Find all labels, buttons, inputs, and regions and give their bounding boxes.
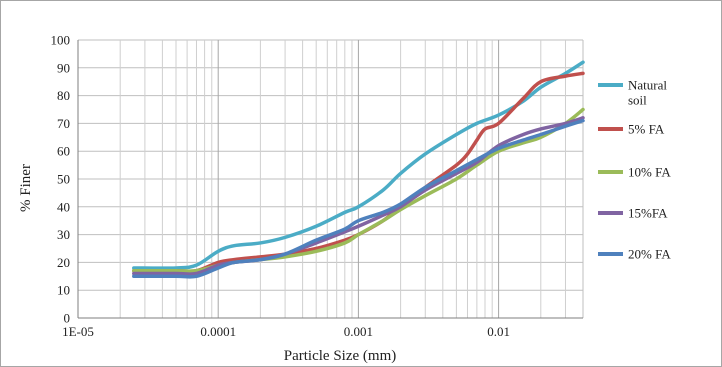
x-tick-label: 1E-05 — [62, 324, 94, 339]
y-tick-label: 90 — [57, 60, 70, 75]
series-line-20pct-fa — [132, 118, 585, 279]
series-layer — [132, 60, 585, 279]
legend-label-natural-soil: Natural soil — [628, 78, 667, 108]
tick-labels: 0 10 20 30 40 50 60 70 80 90 100 1E-05 0.0001 0.001 0.… — [51, 33, 510, 340]
legend-label-20pct-fa: 20% FA — [628, 247, 671, 262]
y-tick-label: 10 — [57, 283, 70, 298]
y-tick-label: 0 — [64, 311, 71, 326]
y-tick-label: 30 — [57, 227, 70, 242]
legend-label-5pct-fa: 5% FA — [628, 122, 665, 137]
y-tick-label: 70 — [57, 116, 70, 131]
y-tick-label: 100 — [51, 33, 71, 48]
x-tick-label: 0.01 — [487, 324, 510, 339]
x-tick-label: 0.001 — [344, 324, 373, 339]
y-tick-label: 60 — [57, 144, 70, 159]
axes — [77, 40, 583, 319]
legend: Natural soil 5% FA 10% FA 15%FA 20% FA — [598, 78, 671, 262]
y-tick-label: 80 — [57, 88, 70, 103]
legend-label-10pct-fa: 10% FA — [628, 165, 671, 180]
series-line-15pctfa — [132, 116, 585, 276]
x-axis-title: Particle Size (mm) — [284, 348, 396, 364]
y-tick-label: 40 — [57, 199, 70, 214]
y-tick-label: 20 — [57, 255, 70, 270]
y-axis-title: % Finer — [18, 164, 34, 212]
x-tick-label: 0.0001 — [200, 324, 236, 339]
y-tick-label: 50 — [57, 172, 70, 187]
legend-label-15pctfa: 15%FA — [628, 206, 668, 221]
